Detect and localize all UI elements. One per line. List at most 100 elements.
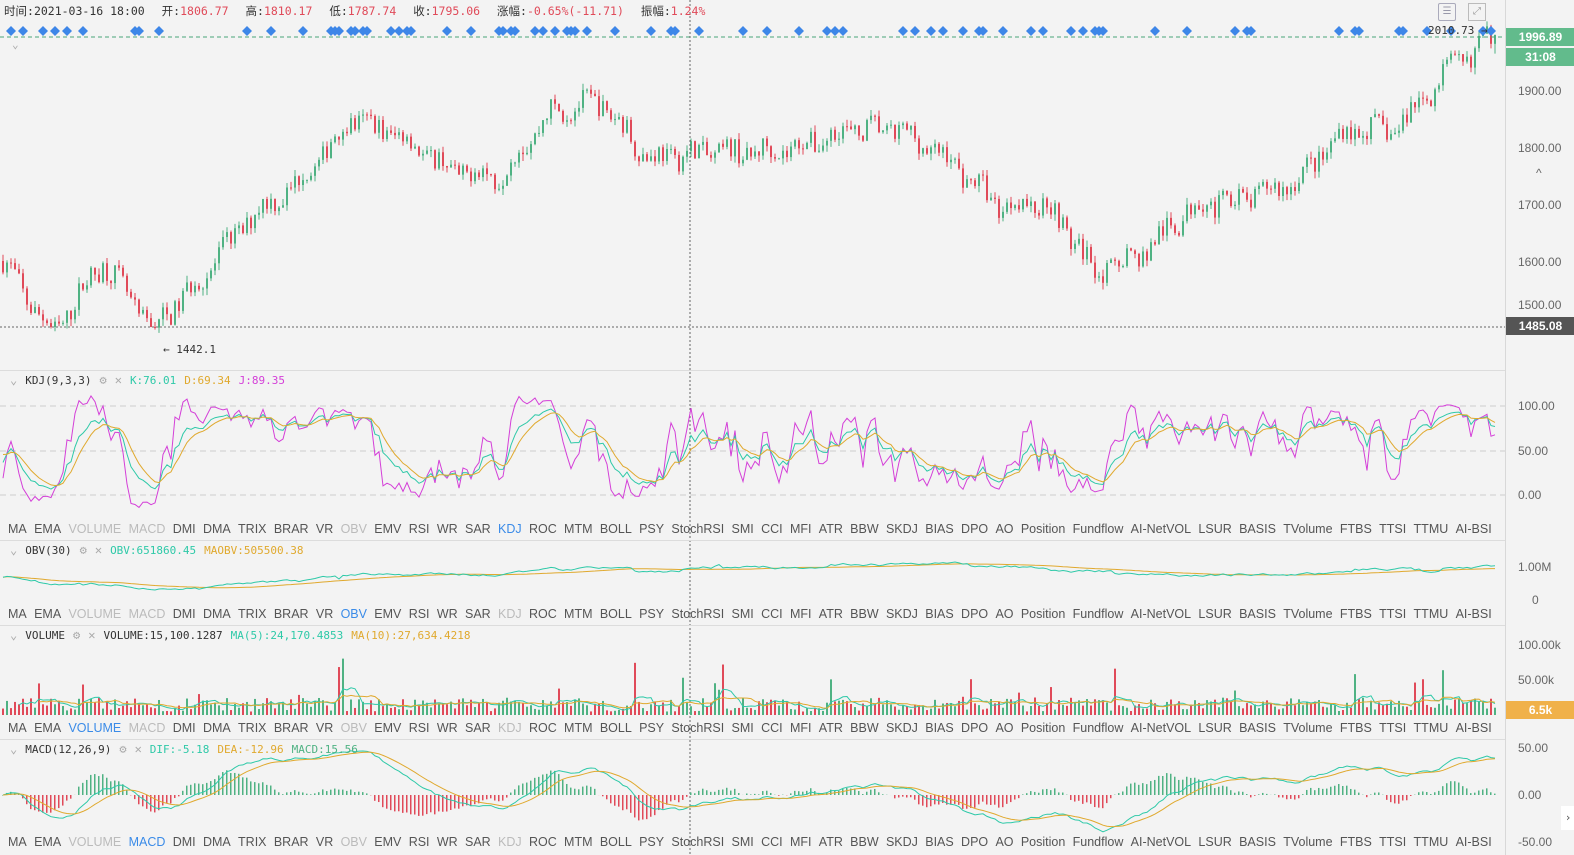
fullscreen-icon[interactable]: ⤢ bbox=[1468, 3, 1486, 21]
tab-psy[interactable]: PSY bbox=[639, 721, 665, 735]
tab-skdj[interactable]: SKDJ bbox=[885, 522, 918, 536]
tab-atr[interactable]: ATR bbox=[818, 721, 843, 735]
tab-obv[interactable]: OBV bbox=[340, 721, 367, 735]
tab-position[interactable]: Position bbox=[1020, 522, 1066, 536]
tab-lsur[interactable]: LSUR bbox=[1198, 607, 1232, 621]
tab-vr[interactable]: VR bbox=[315, 835, 334, 849]
tab-ftbs[interactable]: FTBS bbox=[1339, 721, 1372, 735]
tab-wr[interactable]: WR bbox=[436, 721, 458, 735]
tab-mtm[interactable]: MTM bbox=[564, 607, 593, 621]
tab-ttsi[interactable]: TTSI bbox=[1379, 522, 1407, 536]
close-icon[interactable]: ✕ bbox=[88, 628, 96, 642]
tab-ao[interactable]: AO bbox=[995, 607, 1014, 621]
tab-smi[interactable]: SMI bbox=[731, 835, 754, 849]
settings-icon[interactable]: ⚙ bbox=[99, 373, 107, 387]
tab-volume[interactable]: VOLUME bbox=[68, 721, 122, 735]
tab-vr[interactable]: VR bbox=[315, 607, 334, 621]
tab-bias[interactable]: BIAS bbox=[925, 522, 954, 536]
tab-stochrsi[interactable]: StochRSI bbox=[671, 607, 725, 621]
tab-bbw[interactable]: BBW bbox=[850, 835, 879, 849]
tab-wr[interactable]: WR bbox=[436, 607, 458, 621]
tab-mfi[interactable]: MFI bbox=[789, 835, 812, 849]
tab-dmi[interactable]: DMI bbox=[172, 721, 196, 735]
close-icon[interactable]: ✕ bbox=[114, 373, 122, 387]
tab-ttsi[interactable]: TTSI bbox=[1379, 607, 1407, 621]
settings-icon[interactable]: ⚙ bbox=[79, 543, 87, 557]
tab-boll[interactable]: BOLL bbox=[599, 522, 632, 536]
tab-psy[interactable]: PSY bbox=[639, 522, 665, 536]
close-icon[interactable]: ✕ bbox=[94, 543, 103, 557]
pane-divider[interactable] bbox=[0, 540, 1505, 541]
tab-ema[interactable]: EMA bbox=[34, 721, 62, 735]
tab-ai-bsi[interactable]: AI-BSI bbox=[1455, 721, 1492, 735]
tab-volume[interactable]: VOLUME bbox=[68, 607, 122, 621]
tab-bbw[interactable]: BBW bbox=[850, 607, 879, 621]
tab-mtm[interactable]: MTM bbox=[564, 835, 593, 849]
tab-boll[interactable]: BOLL bbox=[599, 835, 632, 849]
tab-kdj[interactable]: KDJ bbox=[498, 835, 522, 849]
tab-dmi[interactable]: DMI bbox=[172, 607, 196, 621]
tab-ai-netvol[interactable]: AI-NetVOL bbox=[1130, 835, 1192, 849]
tab-atr[interactable]: ATR bbox=[818, 607, 843, 621]
tab-ttmu[interactable]: TTMU bbox=[1413, 607, 1449, 621]
settings-icon[interactable]: ⚙ bbox=[72, 628, 81, 642]
tab-sar[interactable]: SAR bbox=[464, 721, 491, 735]
price-axis[interactable]: 1900.00 1800.00 1700.00 1600.00 1500.00 … bbox=[1505, 0, 1574, 855]
tab-emv[interactable]: EMV bbox=[374, 835, 402, 849]
tab-cci[interactable]: CCI bbox=[761, 835, 783, 849]
tab-mtm[interactable]: MTM bbox=[564, 522, 593, 536]
tab-psy[interactable]: PSY bbox=[639, 607, 665, 621]
tab-fundflow[interactable]: Fundflow bbox=[1072, 835, 1124, 849]
tab-wr[interactable]: WR bbox=[436, 835, 458, 849]
tab-roc[interactable]: ROC bbox=[528, 607, 557, 621]
tab-wr[interactable]: WR bbox=[436, 522, 458, 536]
tab-dma[interactable]: DMA bbox=[202, 607, 231, 621]
tab-ftbs[interactable]: FTBS bbox=[1339, 607, 1372, 621]
tab-ai-netvol[interactable]: AI-NetVOL bbox=[1130, 721, 1192, 735]
tab-macd[interactable]: MACD bbox=[128, 721, 166, 735]
tab-obv[interactable]: OBV bbox=[340, 607, 367, 621]
tab-macd[interactable]: MACD bbox=[128, 607, 166, 621]
tab-skdj[interactable]: SKDJ bbox=[885, 835, 918, 849]
tab-roc[interactable]: ROC bbox=[528, 721, 557, 735]
tab-rsi[interactable]: RSI bbox=[408, 522, 430, 536]
tab-mfi[interactable]: MFI bbox=[789, 522, 812, 536]
tab-smi[interactable]: SMI bbox=[731, 522, 754, 536]
tab-stochrsi[interactable]: StochRSI bbox=[671, 721, 725, 735]
tab-mfi[interactable]: MFI bbox=[789, 607, 812, 621]
tab-boll[interactable]: BOLL bbox=[599, 721, 632, 735]
tab-brar[interactable]: BRAR bbox=[273, 607, 309, 621]
tab-brar[interactable]: BRAR bbox=[273, 835, 309, 849]
tab-trix[interactable]: TRIX bbox=[238, 721, 267, 735]
tab-ttmu[interactable]: TTMU bbox=[1413, 835, 1449, 849]
chart-canvas[interactable] bbox=[0, 0, 1505, 855]
tab-position[interactable]: Position bbox=[1020, 835, 1066, 849]
tab-emv[interactable]: EMV bbox=[374, 522, 402, 536]
collapse-icon[interactable]: ⌄ bbox=[10, 373, 18, 387]
tab-basis[interactable]: BASIS bbox=[1239, 835, 1276, 849]
tab-ema[interactable]: EMA bbox=[34, 607, 62, 621]
tab-cci[interactable]: CCI bbox=[761, 721, 783, 735]
tab-vr[interactable]: VR bbox=[315, 522, 334, 536]
tab-ma[interactable]: MA bbox=[8, 607, 27, 621]
tab-skdj[interactable]: SKDJ bbox=[885, 721, 918, 735]
tab-sar[interactable]: SAR bbox=[464, 835, 491, 849]
tab-obv[interactable]: OBV bbox=[340, 522, 367, 536]
tab-emv[interactable]: EMV bbox=[374, 607, 402, 621]
tab-fundflow[interactable]: Fundflow bbox=[1072, 522, 1124, 536]
tab-dma[interactable]: DMA bbox=[202, 721, 231, 735]
tab-fundflow[interactable]: Fundflow bbox=[1072, 721, 1124, 735]
collapse-icon[interactable]: ⌄ bbox=[10, 543, 18, 557]
tab-bias[interactable]: BIAS bbox=[925, 835, 954, 849]
tab-atr[interactable]: ATR bbox=[818, 522, 843, 536]
tab-roc[interactable]: ROC bbox=[528, 835, 557, 849]
collapse-icon[interactable]: ⌄ bbox=[10, 742, 18, 756]
calendar-icon[interactable]: ☰ bbox=[1438, 3, 1456, 21]
tab-tvolume[interactable]: TVolume bbox=[1283, 522, 1333, 536]
tab-ai-bsi[interactable]: AI-BSI bbox=[1455, 522, 1492, 536]
tab-lsur[interactable]: LSUR bbox=[1198, 721, 1232, 735]
tab-dpo[interactable]: DPO bbox=[961, 835, 989, 849]
tab-fundflow[interactable]: Fundflow bbox=[1072, 607, 1124, 621]
collapse-chevron-icon[interactable]: ⌄ bbox=[12, 38, 19, 51]
pane-divider[interactable] bbox=[0, 625, 1505, 626]
